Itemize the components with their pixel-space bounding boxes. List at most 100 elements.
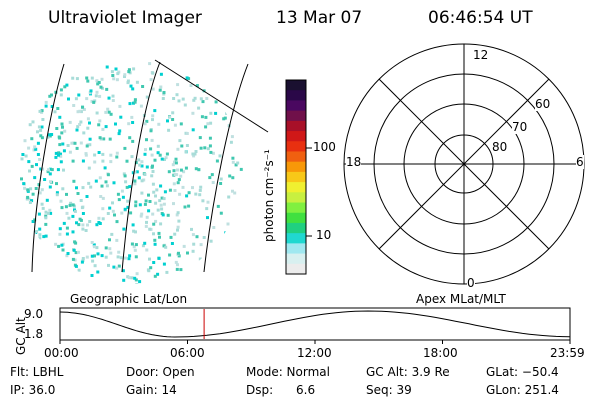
emission-dot xyxy=(84,153,88,157)
emission-dot xyxy=(73,209,77,213)
emission-dot xyxy=(177,254,181,258)
emission-dot xyxy=(230,135,234,139)
emission-dot xyxy=(75,221,78,225)
emission-dot xyxy=(110,232,114,236)
emission-dot xyxy=(199,185,203,189)
emission-dot xyxy=(82,131,86,135)
emission-dot xyxy=(201,199,205,203)
colorbar-swatch xyxy=(286,90,306,102)
emission-dot xyxy=(101,196,105,200)
emission-dot xyxy=(157,256,161,260)
emission-dot xyxy=(74,241,78,245)
emission-dot xyxy=(205,97,209,100)
emission-dot xyxy=(71,76,75,80)
emission-dot xyxy=(26,195,30,199)
emission-dot xyxy=(78,109,82,113)
emission-dot xyxy=(173,123,177,127)
emission-dot xyxy=(204,125,208,129)
emission-dot xyxy=(134,200,138,204)
emission-dot xyxy=(33,218,37,222)
emission-dot xyxy=(171,111,175,115)
emission-dot xyxy=(60,206,64,210)
emission-dot xyxy=(90,254,94,258)
emission-dot xyxy=(128,102,132,106)
emission-dot xyxy=(28,201,32,204)
emission-dot xyxy=(158,153,162,157)
emission-dot xyxy=(115,266,119,270)
emission-dot xyxy=(81,257,85,260)
emission-dot xyxy=(122,227,126,231)
emission-dot xyxy=(61,187,65,191)
emission-dot xyxy=(193,152,197,156)
emission-dot xyxy=(58,136,62,140)
emission-dot xyxy=(59,199,63,203)
emission-dot xyxy=(106,173,110,177)
timeline-right-title: Apex MLat/MLT xyxy=(416,292,506,306)
emission-dot xyxy=(158,88,162,92)
emission-dot xyxy=(90,274,94,277)
emission-dot xyxy=(140,191,144,195)
emission-dot xyxy=(104,110,108,114)
emission-dot xyxy=(211,151,215,155)
emission-dot xyxy=(174,157,178,161)
emission-dot xyxy=(114,67,118,71)
emission-dot xyxy=(189,84,193,87)
emission-dot xyxy=(231,189,234,193)
emission-dot xyxy=(175,213,179,217)
emission-dot xyxy=(177,99,181,103)
emission-dot xyxy=(176,83,180,87)
info-glon: GLon: 251.4 xyxy=(486,383,559,397)
emission-dot xyxy=(122,278,126,282)
emission-dot xyxy=(141,244,145,248)
emission-dot xyxy=(152,190,156,194)
emission-dot xyxy=(153,109,157,113)
mlt-label-0: 0 xyxy=(467,276,475,290)
emission-dot xyxy=(86,79,90,83)
emission-dot xyxy=(44,216,48,220)
emission-dot xyxy=(140,160,144,164)
emission-dot xyxy=(121,269,125,273)
emission-dot xyxy=(97,123,101,127)
emission-dot xyxy=(124,180,128,184)
emission-dot xyxy=(162,91,166,94)
emission-dot xyxy=(76,192,80,195)
emission-dot xyxy=(185,76,189,80)
emission-dot xyxy=(164,245,168,249)
emission-dot xyxy=(133,100,137,104)
emission-dot xyxy=(119,115,123,119)
emission-dot xyxy=(93,254,96,258)
emission-dot xyxy=(38,233,42,237)
emission-dot xyxy=(159,222,163,226)
emission-dot xyxy=(205,207,209,211)
emission-dot xyxy=(137,176,141,180)
emission-dot xyxy=(170,242,174,245)
emission-dot xyxy=(145,220,148,224)
emission-dot xyxy=(111,201,114,205)
emission-dot xyxy=(76,125,80,129)
emission-dot xyxy=(86,126,90,130)
emission-dot xyxy=(76,110,80,114)
lat-label-80: 80 xyxy=(492,140,508,154)
emission-dot xyxy=(131,171,135,175)
instrument-title: Ultraviolet Imager xyxy=(48,8,202,28)
emission-dot xyxy=(152,222,156,226)
emission-dot xyxy=(151,182,155,186)
emission-dot xyxy=(148,227,152,231)
emission-dot xyxy=(185,194,189,198)
emission-dot xyxy=(79,141,83,145)
emission-dot xyxy=(71,257,75,261)
emission-dot xyxy=(38,236,42,240)
emission-dot xyxy=(223,116,227,120)
emission-dot xyxy=(131,139,135,143)
emission-dot xyxy=(111,74,115,77)
emission-dot xyxy=(125,185,129,189)
info-door: Door: Open xyxy=(126,365,195,379)
emission-dot xyxy=(59,93,63,97)
emission-dot xyxy=(180,144,184,148)
emission-dot xyxy=(127,257,131,261)
emission-dot xyxy=(56,168,60,172)
emission-dot xyxy=(133,248,137,252)
emission-dot xyxy=(30,137,34,141)
emission-dot xyxy=(198,257,202,261)
